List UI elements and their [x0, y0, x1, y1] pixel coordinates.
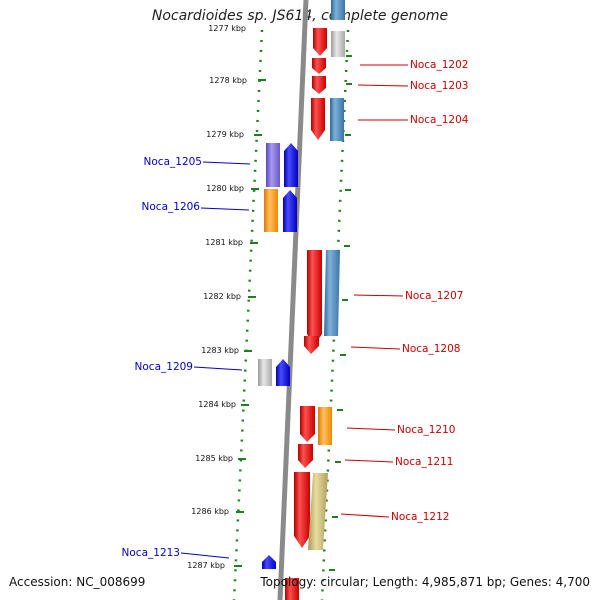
gene-arrow-noca-1211[interactable] — [298, 444, 313, 468]
gene-label-noca-1213[interactable]: Noca_1213 — [122, 547, 180, 559]
cog-box-noca-1204 — [330, 98, 344, 141]
gene-arrow-noca-1201[interactable] — [313, 28, 327, 56]
tick-label-1281: 1281 kbp — [205, 238, 243, 247]
gene-arrow-noca-1202[interactable] — [312, 58, 326, 74]
tick-label-1278: 1278 kbp — [209, 76, 247, 85]
gene-label-noca-1202[interactable]: Noca_1202 — [410, 59, 468, 71]
cog-box-noca-1205 — [266, 143, 280, 187]
gene-label-noca-1210[interactable]: Noca_1210 — [397, 424, 455, 436]
genome-title: Nocardioides sp. JS614, complete genome — [151, 8, 449, 24]
label-line-noca-1205 — [202, 161, 251, 165]
label-line-noca-1209 — [193, 366, 243, 371]
cog-box-noca-1206 — [264, 189, 278, 232]
gene-arrow-noca-1212[interactable] — [294, 472, 310, 548]
gene-arrow-noca-1209[interactable] — [276, 359, 290, 386]
cog-box-noca-1210 — [318, 407, 332, 445]
label-line-noca-1208 — [350, 346, 401, 350]
gene-arrow-noca-1210[interactable] — [300, 406, 315, 442]
tick-label-1279: 1279 kbp — [206, 130, 244, 139]
gene-arrow-noca-1207[interactable] — [307, 250, 322, 346]
genome-summary-text: Topology: circular; Length: 4,985,871 bp… — [260, 575, 590, 589]
gene-arrow-noca-1214[interactable] — [285, 578, 299, 600]
label-line-noca-1210 — [346, 427, 396, 431]
tick-label-1285: 1285 kbp — [195, 454, 233, 463]
gene-arrow-noca-1213[interactable] — [262, 555, 276, 569]
label-line-noca-1203 — [357, 84, 409, 87]
tick-label-1284: 1284 kbp — [198, 400, 236, 409]
accession-text: Accession: NC_008699 — [9, 575, 146, 589]
gene-arrow-noca-1204[interactable] — [311, 98, 325, 140]
label-line-noca-1206 — [200, 207, 250, 211]
gene-arrow-noca-1206[interactable] — [283, 190, 297, 232]
tick-label-1277: 1277 kbp — [208, 24, 246, 33]
gene-arrow-noca-1205[interactable] — [284, 143, 298, 187]
gene-label-noca-1207[interactable]: Noca_1207 — [405, 290, 463, 302]
label-line-noca-1211 — [344, 459, 394, 463]
cog-box-noca-1202 — [331, 31, 345, 57]
label-line-noca-1212 — [340, 513, 390, 518]
gene-label-noca-1208[interactable]: Noca_1208 — [402, 343, 460, 355]
gene-arrow-noca-1208[interactable] — [304, 336, 319, 354]
gene-label-noca-1206[interactable]: Noca_1206 — [142, 201, 201, 213]
tick-label-1283: 1283 kbp — [201, 346, 239, 355]
cog-box-noca-1207 — [324, 250, 340, 336]
gene-arrow-noca-1203[interactable] — [312, 76, 326, 94]
gene-label-noca-1205[interactable]: Noca_1205 — [144, 156, 202, 168]
genome-backbone — [277, 0, 309, 600]
gene-label-noca-1211[interactable]: Noca_1211 — [395, 456, 453, 468]
gene-label-noca-1209[interactable]: Noca_1209 — [135, 361, 193, 373]
right-tick-marks — [329, 55, 352, 571]
tick-label-1280: 1280 kbp — [206, 184, 244, 193]
cog-box-noca-1201 — [331, 0, 345, 20]
left-track-guide — [232, 29, 264, 600]
label-line-noca-1213 — [180, 552, 230, 559]
gene-label-noca-1203[interactable]: Noca_1203 — [410, 80, 468, 92]
gene-label-noca-1212[interactable]: Noca_1212 — [391, 511, 449, 523]
gene-label-noca-1204[interactable]: Noca_1204 — [410, 114, 469, 126]
label-line-noca-1207 — [353, 294, 404, 297]
tick-label-1287: 1287 kbp — [187, 561, 225, 570]
cog-box-noca-1209 — [258, 359, 272, 386]
tick-label-1282: 1282 kbp — [203, 292, 241, 301]
tick-label-1286: 1286 kbp — [191, 507, 229, 516]
left-tick-marks — [234, 79, 266, 567]
cog-box-noca-1212 — [308, 473, 328, 550]
